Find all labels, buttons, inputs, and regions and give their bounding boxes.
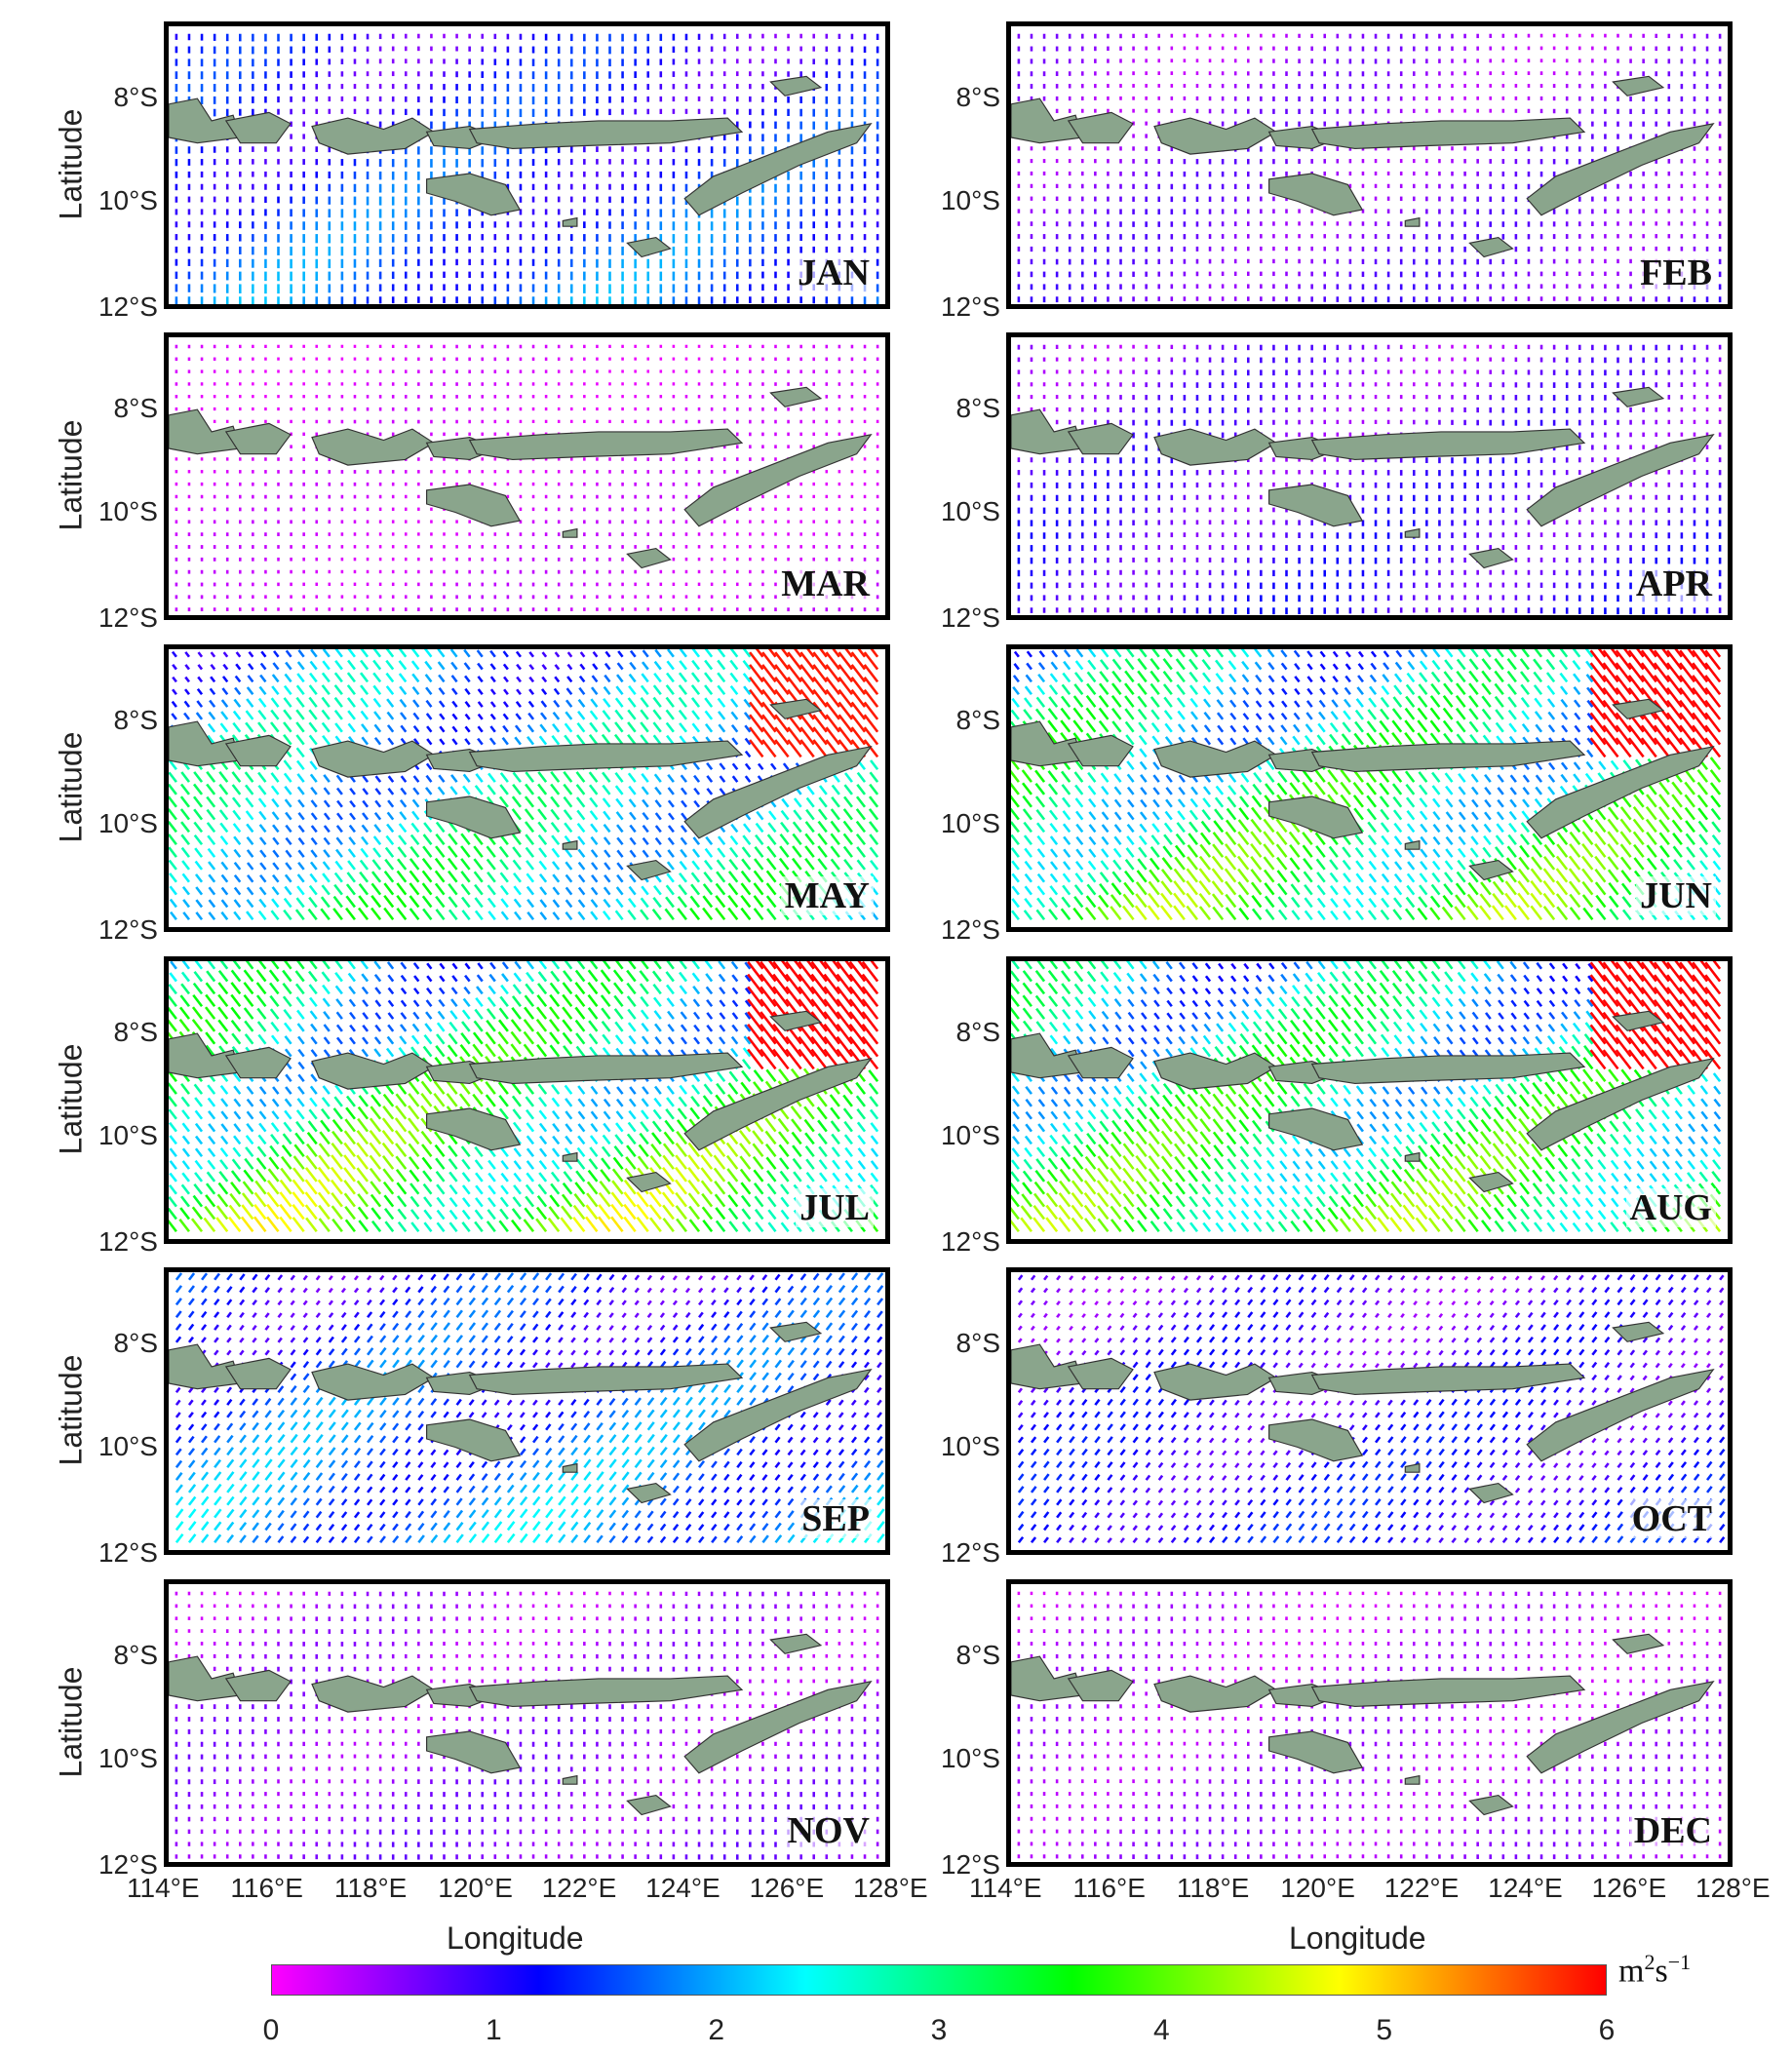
island-landmass — [562, 527, 578, 538]
map-panel-may: MAY — [164, 644, 890, 932]
map-panel-apr: APR — [1006, 332, 1733, 620]
island-landmass — [626, 547, 672, 569]
y-axis-label: Latitude — [53, 419, 89, 530]
island-landmass — [562, 216, 578, 227]
island-landmass — [1612, 386, 1665, 407]
island-landmass — [626, 236, 672, 258]
wind-vector — [184, 651, 190, 658]
lat-tick-label: 10°S — [97, 495, 158, 526]
lat-tick-label: 12°S — [940, 602, 1000, 633]
lat-tick-label: 12°S — [940, 291, 1000, 322]
island-landmass — [468, 117, 744, 149]
island-landmass — [1526, 122, 1715, 216]
island-landmass — [426, 173, 522, 216]
island-landmass — [224, 422, 292, 455]
island-landmass — [769, 386, 823, 407]
wind-vector-field — [1011, 33, 1722, 303]
island-landmass — [1067, 111, 1134, 144]
lat-tick-label: 10°S — [940, 495, 1000, 526]
lat-tick-label: 8°S — [113, 392, 158, 423]
island-landmass — [1310, 428, 1586, 460]
lat-tick-label: 8°S — [113, 81, 158, 112]
wind-vector — [171, 650, 177, 658]
island-landmass — [1268, 173, 1364, 216]
island-landmass — [1468, 236, 1514, 258]
wind-vector — [197, 651, 204, 658]
month-label: JAN — [794, 253, 874, 292]
lat-tick-label: 12°S — [97, 602, 158, 633]
map-panel-mar: MAR — [164, 332, 890, 620]
island-landmass — [1268, 484, 1364, 527]
lat-tick-label: 8°S — [955, 81, 1000, 112]
month-label: APR — [1631, 564, 1716, 603]
wind-vector-field — [169, 33, 879, 304]
map-panel-jan: JAN — [164, 21, 890, 309]
island-landmass — [426, 484, 522, 527]
island-landmass — [683, 122, 873, 216]
island-landmass — [1468, 547, 1514, 569]
island-landmass — [769, 75, 823, 97]
lat-tick-label: 8°S — [955, 392, 1000, 423]
island-landmass — [1404, 527, 1421, 538]
lat-tick-label: 10°S — [97, 184, 158, 215]
map-panel-feb: FEB — [1006, 21, 1733, 309]
lat-tick-label: 10°S — [940, 184, 1000, 215]
island-landmass — [1067, 422, 1134, 455]
wind-vector-field — [1011, 344, 1722, 615]
island-landmass — [683, 433, 873, 527]
wind-vector-field — [169, 344, 879, 612]
island-landmass — [1310, 117, 1586, 149]
island-landmass — [468, 428, 744, 460]
island-landmass — [224, 111, 292, 144]
island-landmass — [1612, 75, 1665, 97]
month-label: FEB — [1636, 253, 1716, 292]
lat-tick-label: 12°S — [97, 291, 158, 322]
month-label: MAR — [777, 564, 874, 603]
wind-vector-field — [169, 649, 879, 921]
y-axis-label: Latitude — [53, 108, 89, 219]
island-landmass — [1404, 216, 1421, 227]
island-landmass — [1526, 433, 1715, 527]
